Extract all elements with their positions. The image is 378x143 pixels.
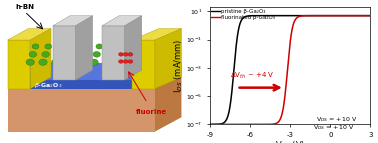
- Polygon shape: [8, 40, 30, 89]
- Circle shape: [42, 51, 50, 57]
- Circle shape: [96, 44, 103, 49]
- Circle shape: [90, 59, 98, 65]
- Circle shape: [123, 60, 128, 63]
- Polygon shape: [76, 16, 93, 80]
- Polygon shape: [155, 72, 181, 132]
- Circle shape: [83, 44, 90, 49]
- Circle shape: [39, 59, 47, 65]
- Circle shape: [123, 52, 128, 56]
- Circle shape: [93, 51, 101, 57]
- Polygon shape: [125, 16, 142, 80]
- Circle shape: [105, 51, 113, 57]
- Circle shape: [119, 52, 123, 56]
- Text: $\beta$-Ga$_2$O$_3$: $\beta$-Ga$_2$O$_3$: [34, 81, 63, 90]
- Circle shape: [118, 51, 126, 57]
- Circle shape: [128, 59, 136, 65]
- Circle shape: [80, 51, 88, 57]
- Text: ΔV$_{th}$ ~ +4 V: ΔV$_{th}$ ~ +4 V: [231, 71, 275, 81]
- X-axis label: V$_{TG}$ (V): V$_{TG}$ (V): [275, 139, 305, 143]
- Polygon shape: [155, 63, 181, 89]
- Legend: pristine β-Ga₂O₃, fluorinated β-Ga₂O₃: pristine β-Ga₂O₃, fluorinated β-Ga₂O₃: [211, 8, 276, 20]
- Text: V$_{DS}$ = +10 V: V$_{DS}$ = +10 V: [316, 116, 358, 124]
- Polygon shape: [8, 72, 181, 89]
- Circle shape: [57, 44, 64, 49]
- Circle shape: [131, 51, 139, 57]
- Polygon shape: [132, 40, 155, 89]
- Circle shape: [102, 59, 111, 65]
- Circle shape: [32, 44, 39, 49]
- Polygon shape: [8, 29, 51, 40]
- Circle shape: [51, 59, 60, 65]
- Text: h-BN: h-BN: [15, 4, 34, 10]
- Polygon shape: [155, 29, 181, 89]
- Circle shape: [64, 59, 73, 65]
- Circle shape: [70, 44, 77, 49]
- Circle shape: [128, 52, 133, 56]
- Polygon shape: [53, 16, 93, 26]
- Circle shape: [109, 44, 116, 49]
- Polygon shape: [8, 63, 181, 80]
- Circle shape: [26, 59, 34, 65]
- Circle shape: [54, 51, 62, 57]
- Polygon shape: [53, 26, 76, 80]
- Text: V$_{DS}$ = +10 V: V$_{DS}$ = +10 V: [313, 123, 355, 132]
- Circle shape: [67, 51, 75, 57]
- Circle shape: [115, 59, 124, 65]
- Polygon shape: [102, 26, 125, 80]
- Circle shape: [77, 59, 85, 65]
- Circle shape: [134, 44, 141, 49]
- Text: fluorine: fluorine: [136, 109, 167, 115]
- Circle shape: [29, 51, 37, 57]
- Polygon shape: [8, 80, 155, 89]
- Polygon shape: [8, 89, 155, 132]
- Polygon shape: [30, 29, 51, 89]
- Circle shape: [128, 60, 133, 63]
- Circle shape: [121, 44, 128, 49]
- Circle shape: [119, 60, 123, 63]
- Polygon shape: [132, 29, 181, 40]
- Polygon shape: [102, 16, 142, 26]
- Circle shape: [45, 44, 52, 49]
- Y-axis label: I$_{DS}$ (mA/mm): I$_{DS}$ (mA/mm): [172, 38, 185, 93]
